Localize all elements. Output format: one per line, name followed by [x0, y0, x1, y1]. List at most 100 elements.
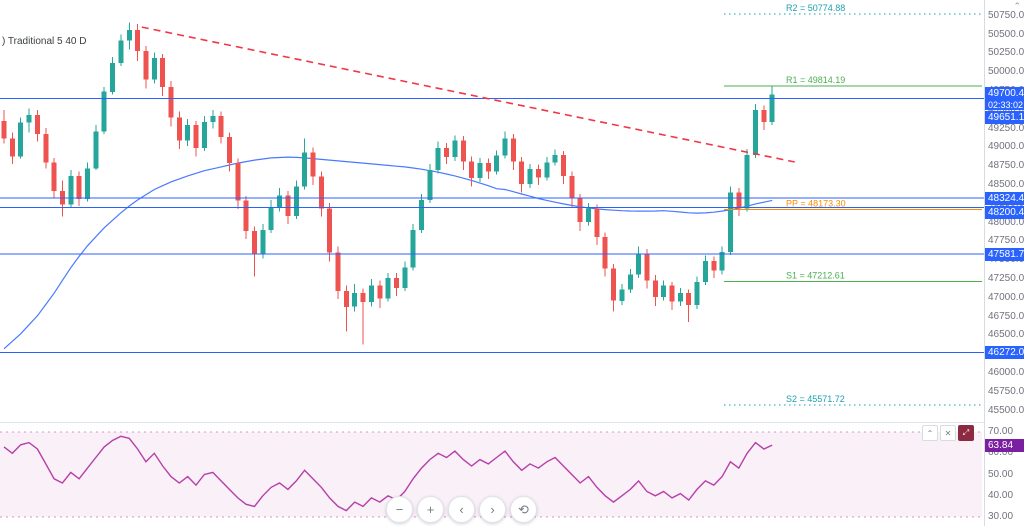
candle-body: [235, 163, 241, 201]
candle-body: [677, 293, 683, 302]
candle-body: [34, 115, 40, 134]
candle-body: [485, 163, 491, 172]
pivot-label-r2: R2 = 50774.88: [786, 3, 845, 13]
candle-body: [494, 155, 500, 172]
candle-body: [661, 285, 667, 297]
main-chart-panel[interactable]: ) Traditional 5 40 D R2 = 50774.88 R1 = 4…: [0, 0, 984, 422]
candle-body: [293, 186, 299, 216]
reset-chart-button[interactable]: ⟲: [510, 496, 537, 523]
last-price-label: 49700.49 02:33:02: [985, 86, 1024, 110]
candle-body: [577, 198, 583, 222]
candle-body: [477, 163, 483, 179]
candle-body: [602, 236, 608, 269]
candle-body: [402, 267, 408, 288]
candle-body: [519, 161, 525, 185]
candle-body: [393, 278, 399, 288]
scroll-left-button[interactable]: ‹: [448, 496, 475, 523]
price-tick-label: 47250.00: [988, 272, 1024, 284]
price-tick-label: 50750.00: [988, 9, 1024, 21]
chevron-up-icon[interactable]: ⌃: [1013, 1, 1021, 11]
trendline[interactable]: [141, 26, 795, 163]
candle-body: [544, 162, 550, 178]
candle-body: [619, 289, 625, 301]
candle-body: [586, 208, 591, 222]
zoom-in-button[interactable]: +: [417, 496, 444, 523]
candle-body: [143, 51, 149, 80]
price-tick-label: 49250.00: [988, 122, 1024, 134]
candle-body: [686, 293, 692, 306]
price-line-label: 46272.02: [985, 346, 1024, 359]
price-tick-label: 46000.00: [988, 366, 1024, 378]
price-line-label: 48324.41: [985, 191, 1024, 205]
candle-body: [611, 268, 616, 301]
candle-body: [761, 109, 767, 122]
zoom-out-button[interactable]: −: [386, 496, 413, 523]
price-tick-label: 46500.00: [988, 329, 1024, 341]
panel-separator[interactable]: [0, 422, 1024, 423]
candle-body: [260, 230, 266, 255]
price-tick-label: 47000.00: [988, 291, 1024, 303]
candle-body: [711, 260, 717, 271]
price-tick-label: 46750.00: [988, 310, 1024, 322]
pane-maximize-button[interactable]: ⤢: [958, 425, 974, 441]
candle-body: [151, 57, 157, 80]
price-tick-label: 48500.00: [988, 178, 1024, 190]
price-tick-label: 60.00: [988, 447, 1014, 459]
candle-body: [243, 200, 249, 231]
candle-body: [93, 131, 99, 169]
candle-body: [753, 109, 758, 155]
candle-body: [569, 175, 575, 199]
candle-body: [527, 169, 533, 185]
candle-body: [110, 63, 115, 92]
price-tick-label: 70.00: [988, 426, 1014, 437]
candle-body: [343, 291, 349, 307]
price-tick-label: 45750.00: [988, 385, 1024, 397]
candle-body: [644, 253, 650, 281]
candle-body: [76, 175, 82, 200]
candle-body: [193, 124, 199, 149]
candle-body: [1, 121, 7, 139]
price-line-label: 49651.15: [985, 110, 1024, 124]
candle-body: [469, 161, 475, 179]
candle-body: [9, 138, 15, 157]
last-price-value: 49700.49: [988, 87, 1024, 99]
candle-body: [769, 94, 775, 122]
candle-body: [368, 285, 374, 303]
candle-body: [719, 251, 725, 271]
candle-body: [594, 208, 600, 237]
candle-body: [385, 278, 391, 299]
candle-body: [627, 274, 633, 290]
price-tick-label: 47750.00: [988, 235, 1024, 247]
main-chart-svg: R2 = 50774.88 R1 = 49814.19 PP = 48173.30 S…: [0, 3, 984, 406]
price-tick-label: 48000.00: [988, 216, 1024, 228]
candle-body: [285, 195, 291, 216]
pivot-label-s1: S1 = 47212.61: [786, 271, 845, 281]
candle-body: [510, 138, 516, 162]
candle-body: [727, 192, 733, 252]
candle-body: [327, 208, 333, 253]
scroll-right-button[interactable]: ›: [479, 496, 506, 523]
pane-controls: ⌃ ✕ ⤢: [922, 425, 974, 441]
pane-close-button[interactable]: ✕: [940, 425, 956, 441]
candle-body: [218, 115, 224, 137]
rsi-line: [3, 435, 773, 512]
candle-body: [669, 285, 675, 302]
pane-move-up-button[interactable]: ⌃: [922, 425, 938, 441]
candle-body: [101, 91, 107, 132]
price-tick-label: 50250.00: [988, 47, 1024, 59]
candle-body: [252, 230, 257, 255]
candle-body: [268, 206, 274, 231]
candle-body: [360, 293, 366, 303]
candle-body: [502, 138, 508, 156]
candle-body: [302, 152, 308, 187]
candle-body: [118, 40, 124, 64]
candle-body: [310, 152, 316, 177]
candle-body: [126, 30, 132, 41]
candle-body: [744, 154, 750, 209]
price-scale[interactable]: ⌃ 49700.49 02:33:02 45500.00 45750.00 4600…: [984, 0, 1024, 526]
price-tick-label: 50500.00: [988, 28, 1024, 40]
candle-body: [419, 200, 424, 231]
candle-body: [168, 87, 174, 118]
candle-body: [318, 176, 324, 209]
candle-body: [176, 117, 182, 141]
